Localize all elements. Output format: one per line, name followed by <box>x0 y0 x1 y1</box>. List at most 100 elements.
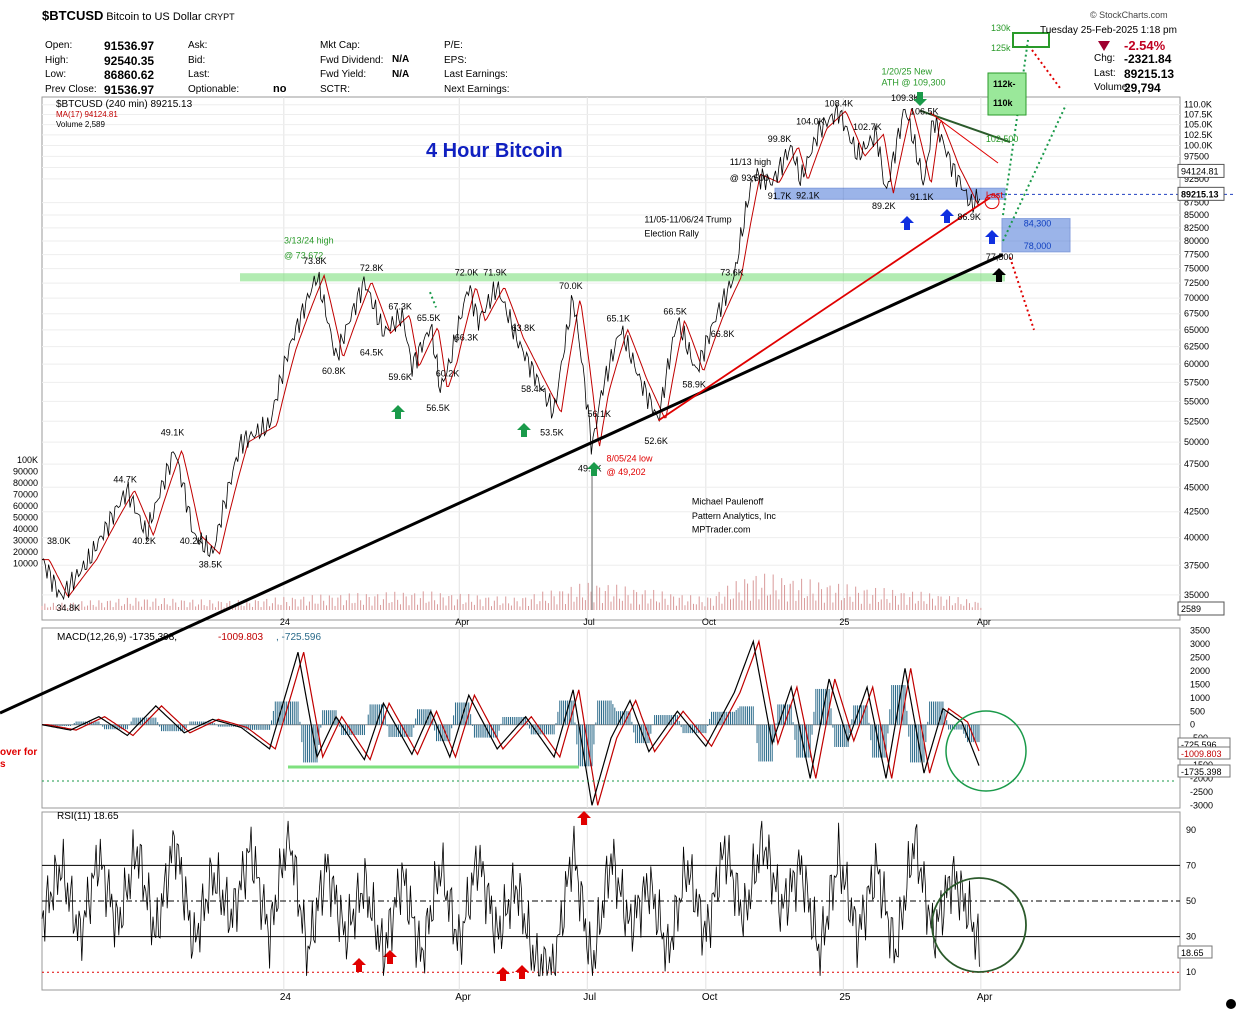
price-tick-label: 45000 <box>1184 482 1209 492</box>
copyright: © StockCharts.com <box>1090 10 1168 20</box>
price-annotation: Election Rally <box>644 229 699 239</box>
price-annotation: @ 93,500 <box>730 173 769 183</box>
rsi-x-tick: 24 <box>280 992 292 1003</box>
ath-arrow-icon <box>913 92 927 106</box>
price-annotation: 78,000 <box>1024 241 1052 251</box>
price-tick-label: 67500 <box>1184 309 1209 319</box>
price-tick-label: 47500 <box>1184 459 1209 469</box>
projection-small <box>429 291 437 308</box>
ma-line <box>42 108 980 598</box>
price-annotation: 106.5K <box>910 107 939 117</box>
price-tick-label: 107.5K <box>1184 110 1213 120</box>
price-annotation: Last <box>986 190 1004 200</box>
major-trendline <box>0 253 1004 715</box>
price-x-tick: Oct <box>702 617 717 627</box>
right-price-tag <box>1177 163 1225 178</box>
side-note: over for <box>0 747 37 758</box>
side-note: s <box>0 759 6 770</box>
quote-value: 86860.62 <box>104 68 155 82</box>
macd-tick-label: 500 <box>1190 706 1205 716</box>
target-label: 110k <box>993 98 1014 108</box>
quote-value: 29,794 <box>1124 81 1161 95</box>
price-legend-entry: Volume 2,589 <box>56 120 105 129</box>
price-annotation: 73.8K <box>303 256 327 266</box>
chart-title: 4 Hour Bitcoin <box>426 140 563 162</box>
quote-label: P/E: <box>444 40 463 51</box>
chart-header: $BTCUSD Bitcoin to US Dollar CRYPT <box>42 8 235 23</box>
quote-label: Fwd Yield: <box>320 69 367 80</box>
resistance-band <box>240 273 1005 282</box>
price-annotation: 58.9K <box>682 380 706 390</box>
price-annotation: Pattern Analytics, Inc <box>692 511 777 521</box>
price-annotation: 66.3K <box>455 333 479 343</box>
price-annotation: 65.1K <box>606 313 630 323</box>
macd-circle <box>945 710 1027 792</box>
price-annotation: 3/13/24 high <box>284 236 334 246</box>
rsi-x-tick: Apr <box>977 992 993 1003</box>
price-x-tick: Apr <box>455 617 469 627</box>
quote-label: Chg: <box>1094 53 1116 64</box>
macd-legend-signal: -1009.803 <box>218 632 263 643</box>
target-label: 125k <box>991 43 1011 53</box>
price-annotation: 104.0K <box>796 117 825 127</box>
date-stamp: Tuesday 25-Feb-2025 1:18 pm <box>1040 25 1177 36</box>
price-annotation: 8/05/24 low <box>606 453 653 463</box>
quote-label: Volume: <box>1094 82 1131 93</box>
price-annotation: 11/05-11/06/24 Trump <box>644 215 731 225</box>
price-tick-label: 75000 <box>1184 264 1209 274</box>
rsi-tick-label: 30 <box>1186 932 1196 942</box>
price-tick-label: 105.0K <box>1184 120 1213 130</box>
quote-label: Optionable: <box>188 83 240 95</box>
projection-up-1 <box>1002 39 1029 216</box>
price-annotation: 60.2K <box>436 368 460 378</box>
red-trendline <box>657 197 991 422</box>
quote-value: N/A <box>392 68 410 80</box>
volume-tick-label: 60000 <box>13 501 38 511</box>
price-tick-label: 97500 <box>1184 151 1209 161</box>
macd-right-label: -1009.803 <box>1181 749 1222 759</box>
price-annotation: 77,500 <box>986 252 1014 262</box>
price-tick-label: 80000 <box>1184 236 1209 246</box>
price-annotation: 109.3K <box>891 93 920 103</box>
price-annotation: 44.7K <box>113 475 137 485</box>
quote-label: Fwd Dividend: <box>320 54 384 66</box>
rsi-right-tag <box>1177 945 1213 959</box>
price-annotation: 91.7K <box>768 191 792 201</box>
quote-label: Last Earnings: <box>444 69 508 80</box>
red-upper-line <box>929 112 999 164</box>
target-zone-box <box>1001 218 1071 253</box>
macd-legend: MACD(12,26,9) -1735.398, <box>57 632 177 643</box>
quote-label: Ask: <box>188 40 208 51</box>
price-annotation: 63.8K <box>512 323 536 333</box>
quote-label: High: <box>45 54 69 66</box>
volume-tick-label: 10000 <box>13 559 38 569</box>
quote-value: N/A <box>392 54 410 65</box>
price-annotation: @ 73,672 <box>284 250 323 260</box>
black-arrow-icon <box>992 268 1006 282</box>
quote-label: Next Earnings: <box>444 83 510 95</box>
price-tick-label: 65000 <box>1184 325 1209 335</box>
support-arrow-icon <box>900 216 914 230</box>
price-annotation: 49.1K <box>161 427 185 437</box>
rsi-x-tick: Oct <box>702 992 718 1003</box>
quote-value: 91536.97 <box>104 82 155 97</box>
price-annotation: 86.9K <box>957 212 981 222</box>
price-annotation: MPTrader.com <box>692 524 751 534</box>
price-x-tick: 24 <box>280 617 290 627</box>
right-price-label: 2589 <box>1181 604 1201 614</box>
symbol: $BTCUSD <box>42 8 104 23</box>
price-annotation: 67.3K <box>388 301 412 311</box>
security-name: Bitcoin to US Dollar <box>106 11 202 23</box>
price-tick-label: 55000 <box>1184 396 1209 406</box>
price-line <box>41 104 981 601</box>
price-annotation: ATH @ 109,300 <box>882 78 946 88</box>
price-annotation: 38.5K <box>199 560 223 570</box>
quote-label: Last: <box>188 69 210 80</box>
macd-tick-label: 3500 <box>1190 626 1210 636</box>
price-annotation: 66.5K <box>663 306 687 316</box>
price-tick-label: 62500 <box>1184 342 1209 352</box>
target-box-125k <box>1012 32 1050 48</box>
optionable-value: no <box>273 83 287 95</box>
support-band <box>774 187 1006 200</box>
